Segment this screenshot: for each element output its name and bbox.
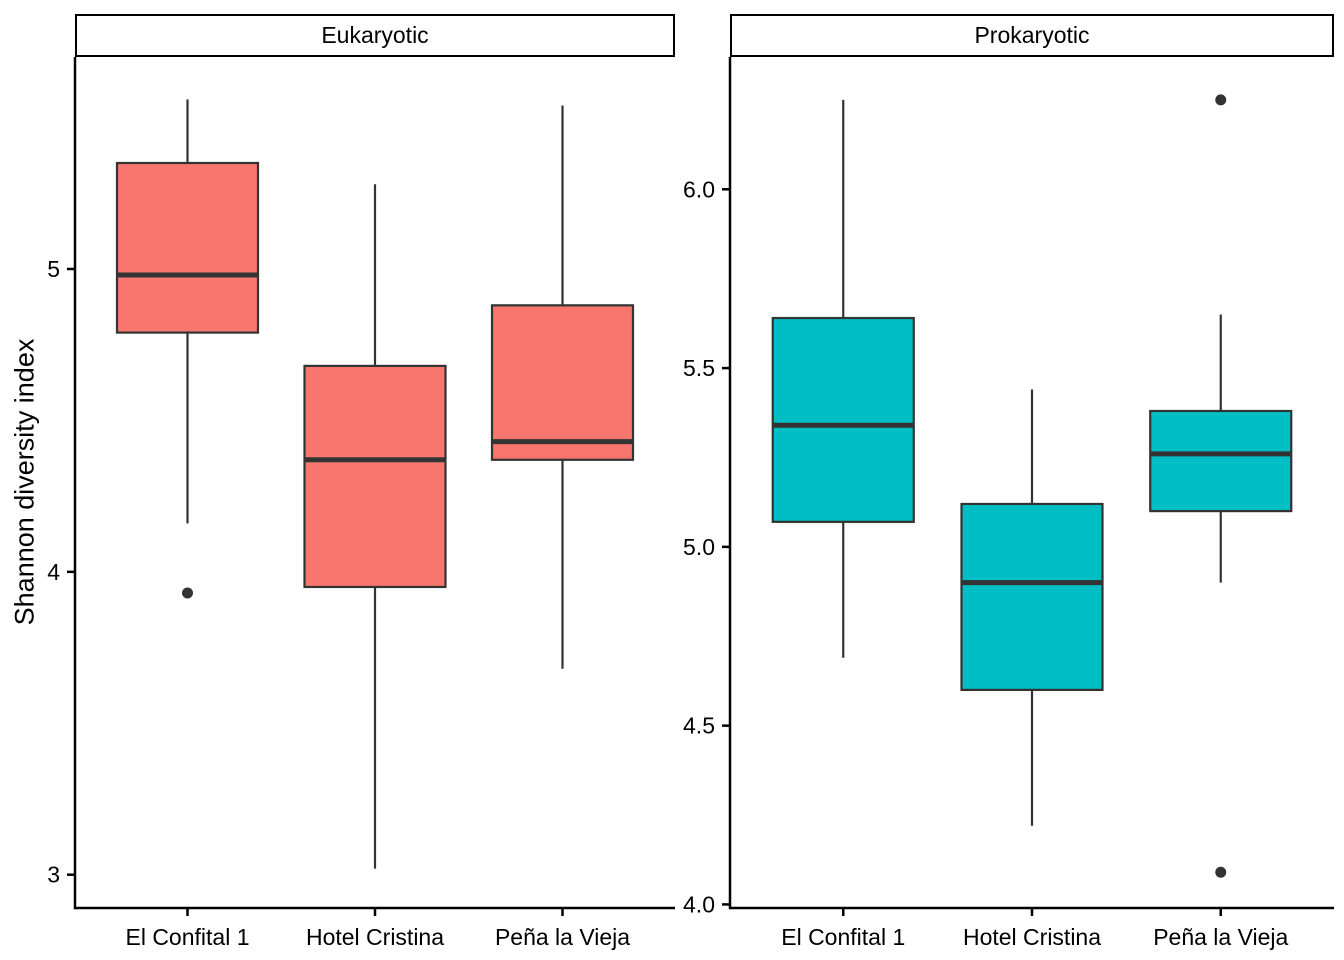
- box-prokaryotic-pena-la-vieja: [1149, 409, 1293, 513]
- facet-strip-label: Prokaryotic: [974, 22, 1090, 48]
- outlier-point-prokaryotic-pena-la-vieja-0: [1215, 94, 1227, 106]
- facet-strip-label: Eukaryotic: [321, 22, 429, 48]
- box-prokaryotic-hotel-cristina: [960, 502, 1104, 691]
- panel-eukaryotic: 3 4 5 El Confital 1 Hotel Cristina Peña la Vi…: [47, 57, 675, 950]
- y-axis-title: Shannon diversity index: [9, 338, 40, 626]
- facet-strip-eukaryotic: Eukaryotic: [75, 14, 675, 57]
- box-prokaryotic-el-confital-1: [771, 316, 915, 523]
- outlier-point-prokaryotic-pena-la-vieja-1: [1215, 866, 1227, 878]
- x-category-label-eukaryotic-hotel-cristina: Hotel Cristina: [306, 924, 444, 950]
- outlier-point-eukaryotic-el-confital-1-0: [182, 587, 193, 599]
- box-eukaryotic-pena-la-vieja: [490, 304, 635, 461]
- facet-strip-prokaryotic: Prokaryotic: [730, 14, 1334, 57]
- y-tick-label-eukaryotic-3: 3: [47, 862, 60, 888]
- panel-prokaryotic: 4.0 4.5 5.0 5.5 6.0 El Confital 1 Hotel Cristi…: [683, 57, 1334, 950]
- box-eukaryotic-el-confital-1: [115, 161, 260, 334]
- x-category-label-prokaryotic-hotel-cristina: Hotel Cristina: [963, 924, 1101, 950]
- x-category-label-prokaryotic-el-confital-1: El Confital 1: [781, 924, 905, 950]
- y-tick-label-eukaryotic-5: 5: [47, 256, 60, 282]
- x-category-label-prokaryotic-pena-la-vieja: Peña la Vieja: [1153, 924, 1288, 950]
- x-category-label-eukaryotic-pena-la-vieja: Peña la Vieja: [495, 924, 630, 950]
- y-tick-label-prokaryotic-6-0: 6.0: [683, 176, 715, 202]
- box-eukaryotic-hotel-cristina: [303, 364, 447, 589]
- y-tick-label-prokaryotic-5-5: 5.5: [683, 355, 715, 381]
- y-tick-label-prokaryotic-5-0: 5.0: [683, 534, 715, 560]
- y-tick-label-prokaryotic-4-5: 4.5: [683, 713, 715, 739]
- y-tick-label-eukaryotic-4: 4: [47, 559, 60, 585]
- y-tick-label-prokaryotic-4-0: 4.0: [683, 891, 715, 917]
- x-category-label-eukaryotic-el-confital-1: El Confital 1: [125, 924, 249, 950]
